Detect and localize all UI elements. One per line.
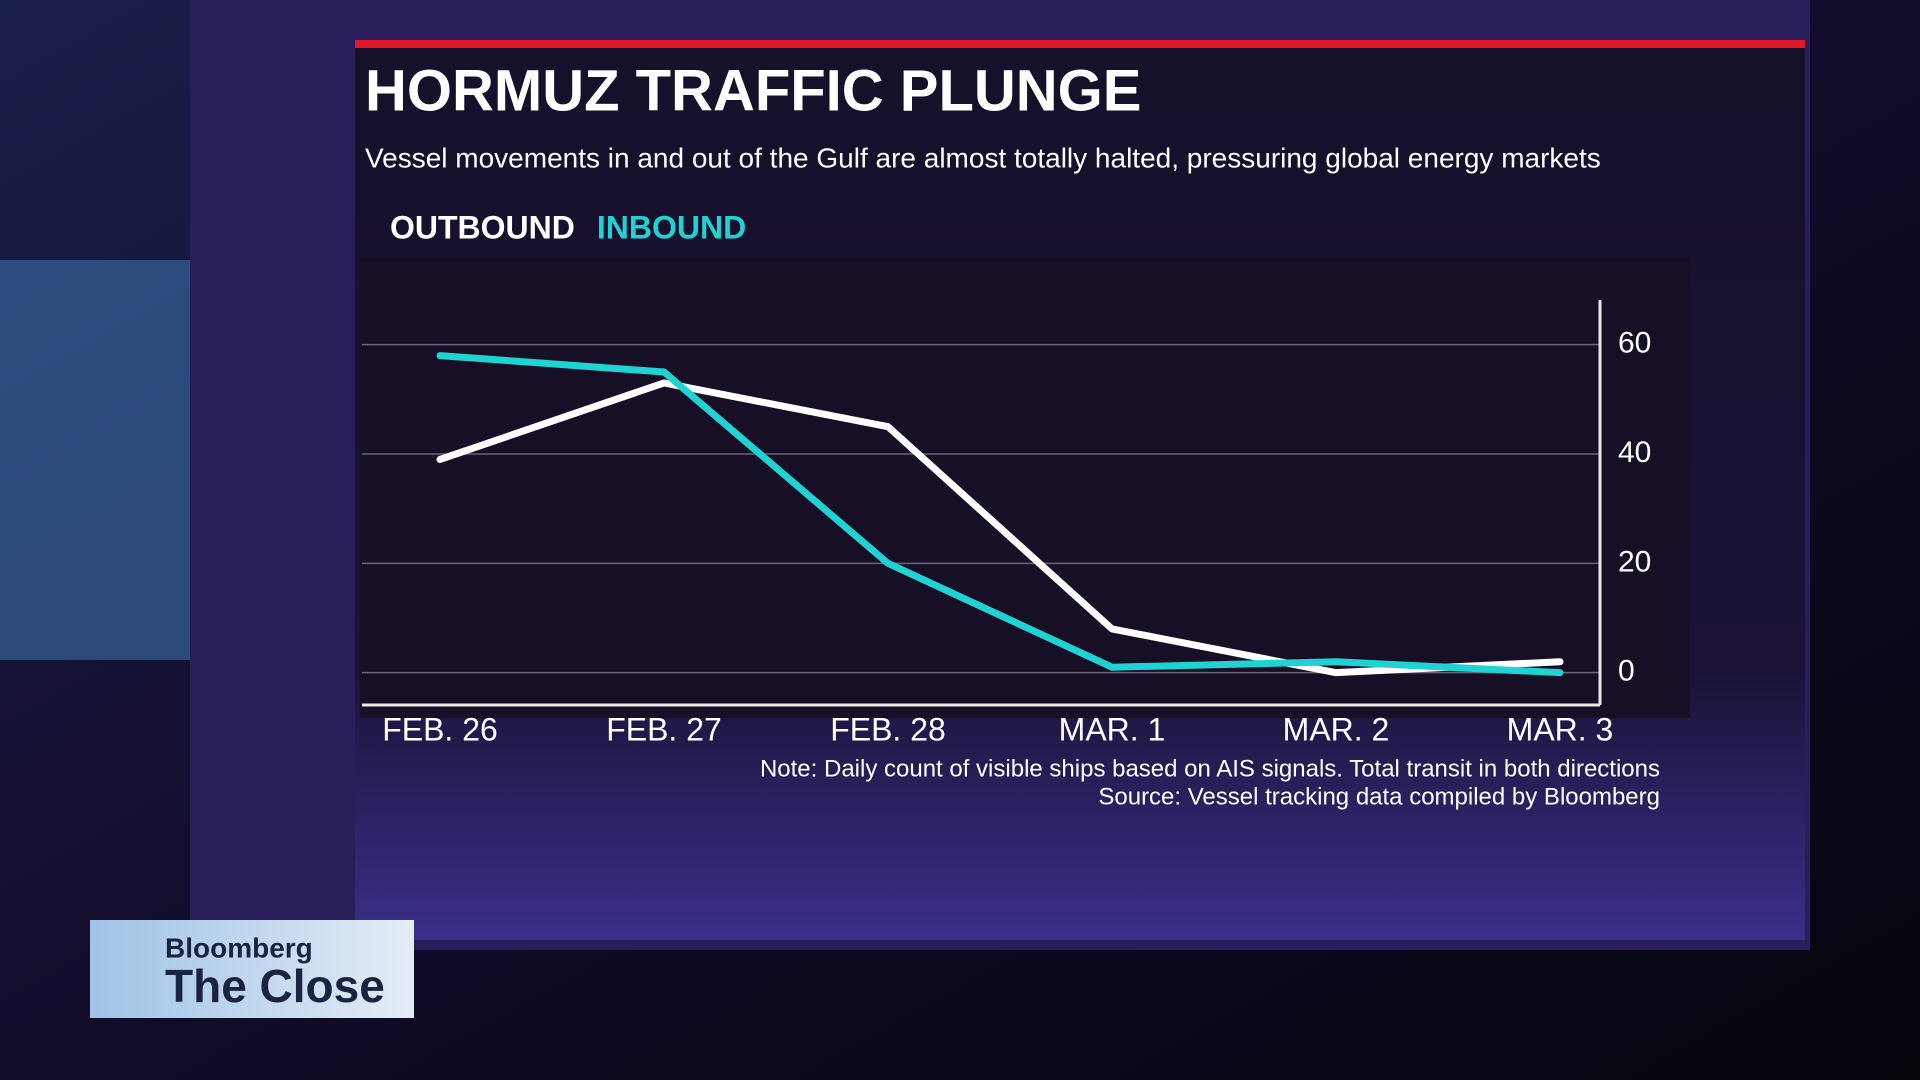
chart-title: HORMUZ TRAFFIC PLUNGE (365, 58, 1142, 123)
plot: OUTBOUND INBOUND 0 20 40 60 FEB. 26 FEB. 27 FEB.… (362, 209, 1660, 810)
x-tick-label: MAR. 3 (1507, 711, 1614, 747)
chart-subtitle: Vessel movements in and out of the Gulf … (365, 142, 1601, 173)
series-line (436, 352, 1564, 677)
side-screen (0, 260, 190, 660)
series-line (436, 379, 1564, 677)
legend-entry: OUTBOUND (390, 209, 575, 245)
note: Note: Daily count of visible ships based… (760, 755, 1660, 782)
y-tick-label: 60 (1618, 327, 1651, 360)
x-tick-label: MAR. 2 (1283, 711, 1390, 747)
x-tick-label: FEB. 28 (830, 711, 946, 747)
logo-box (90, 920, 414, 1018)
note: Source: Vessel tracking data compiled by… (1098, 783, 1660, 810)
y-tick-label: 40 (1618, 436, 1651, 469)
plot-area (360, 258, 1690, 718)
legend-entry: INBOUND (597, 209, 746, 245)
x-tick-label: FEB. 27 (606, 711, 722, 747)
x-tick-label: MAR. 1 (1059, 711, 1166, 747)
logo-show: The Close (165, 960, 385, 1012)
x-tick-label: FEB. 26 (382, 711, 498, 747)
y-tick-label: 0 (1618, 655, 1635, 688)
red-bar (355, 40, 1805, 48)
logo-brand: Bloomberg (165, 932, 313, 963)
y-tick-label: 20 (1618, 545, 1651, 578)
